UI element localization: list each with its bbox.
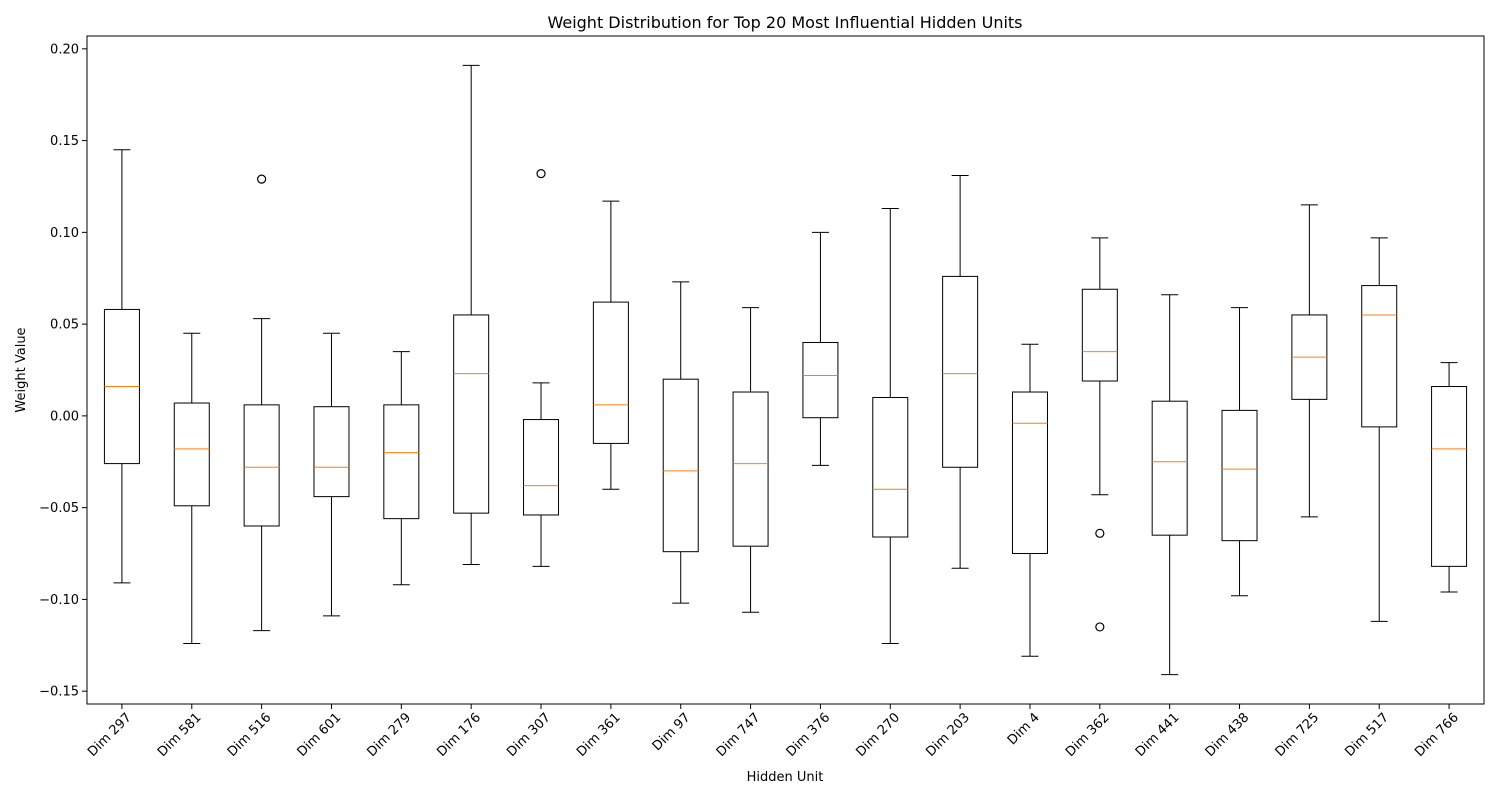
iqr-box	[872, 397, 909, 538]
x-tick-label: Dim 766	[1412, 710, 1462, 760]
iqr-box	[1361, 285, 1398, 428]
y-tick-label: 0.10	[50, 226, 79, 241]
x-tick-label: Dim 747	[714, 710, 764, 760]
y-axis: −0.15 −0.10 −0.05 0.00 0.05 0.10 0.15 0.20	[39, 42, 87, 700]
box-group	[1011, 343, 1048, 657]
box-group	[453, 64, 490, 566]
y-axis-title: Weight Value	[14, 327, 29, 412]
box-group	[243, 174, 280, 632]
outlier-point	[257, 174, 267, 184]
box-group	[662, 281, 699, 604]
plot-area	[103, 64, 1468, 676]
box-group	[942, 174, 979, 569]
x-tick-label: Dim 376	[784, 710, 834, 760]
iqr-box	[662, 378, 699, 553]
x-tick-label: Dim 725	[1273, 710, 1323, 760]
iqr-box	[1011, 391, 1048, 555]
box-group	[872, 208, 909, 644]
x-tick-label: Dim 297	[85, 710, 135, 760]
box-group	[173, 332, 210, 644]
iqr-box	[732, 391, 769, 547]
x-tick-label: Dim 441	[1133, 710, 1183, 760]
x-tick-label: Dim 517	[1342, 710, 1392, 760]
x-tick-label: Dim 270	[853, 710, 903, 760]
y-tick-label: −0.15	[39, 685, 79, 700]
iqr-box	[243, 404, 280, 527]
y-tick-label: 0.00	[50, 409, 79, 424]
iqr-box	[523, 419, 560, 516]
box-group	[802, 231, 839, 466]
x-axis: Dim 297 Dim 581 Dim 516 Dim 601 Dim 279 Dim 1…	[85, 704, 1462, 760]
outlier-point	[1095, 622, 1105, 632]
y-tick-label: −0.05	[39, 501, 79, 516]
box-group	[592, 200, 629, 490]
x-tick-label: Dim 307	[504, 710, 554, 760]
iqr-box	[383, 404, 420, 520]
box-group	[1361, 237, 1398, 622]
x-tick-label: Dim 601	[295, 710, 345, 760]
iqr-box	[592, 301, 629, 444]
iqr-box	[802, 341, 839, 419]
x-tick-label: Dim 97	[650, 710, 694, 754]
outlier-point	[536, 169, 546, 179]
iqr-box	[453, 314, 490, 514]
y-tick-label: 0.05	[50, 318, 79, 333]
y-tick-label: 0.15	[50, 134, 79, 149]
box-group	[1291, 204, 1328, 518]
chart-title: Weight Distribution for Top 20 Most Infl…	[547, 13, 1022, 32]
x-tick-label: Dim 176	[434, 710, 484, 760]
box-group	[1221, 307, 1258, 597]
iqr-box	[1221, 409, 1258, 542]
y-tick-label: 0.20	[50, 42, 79, 57]
iqr-box	[1151, 400, 1188, 536]
box-group	[1081, 237, 1118, 632]
x-tick-label: Dim 203	[923, 710, 973, 760]
y-tick-label: −0.10	[39, 593, 79, 608]
iqr-box	[313, 406, 350, 498]
iqr-box	[1431, 386, 1468, 567]
x-tick-label: Dim 4	[1005, 710, 1043, 748]
axes-frame	[86, 35, 1485, 705]
box-group	[1151, 294, 1188, 676]
box-group	[523, 169, 560, 567]
box-group	[1431, 362, 1468, 593]
x-axis-title: Hidden Unit	[747, 770, 824, 785]
x-tick-label: Dim 516	[225, 710, 275, 760]
iqr-box	[942, 275, 979, 468]
outlier-point	[1095, 528, 1105, 538]
x-tick-label: Dim 362	[1063, 710, 1113, 760]
box-group	[732, 307, 769, 613]
x-tick-label: Dim 361	[574, 710, 624, 760]
box-group	[383, 351, 420, 586]
box-group	[313, 332, 350, 617]
x-tick-label: Dim 438	[1203, 710, 1253, 760]
iqr-box	[173, 402, 210, 507]
x-tick-label: Dim 279	[364, 710, 414, 760]
x-tick-label: Dim 581	[155, 710, 205, 760]
iqr-box	[1081, 288, 1118, 382]
box-group	[103, 149, 140, 584]
